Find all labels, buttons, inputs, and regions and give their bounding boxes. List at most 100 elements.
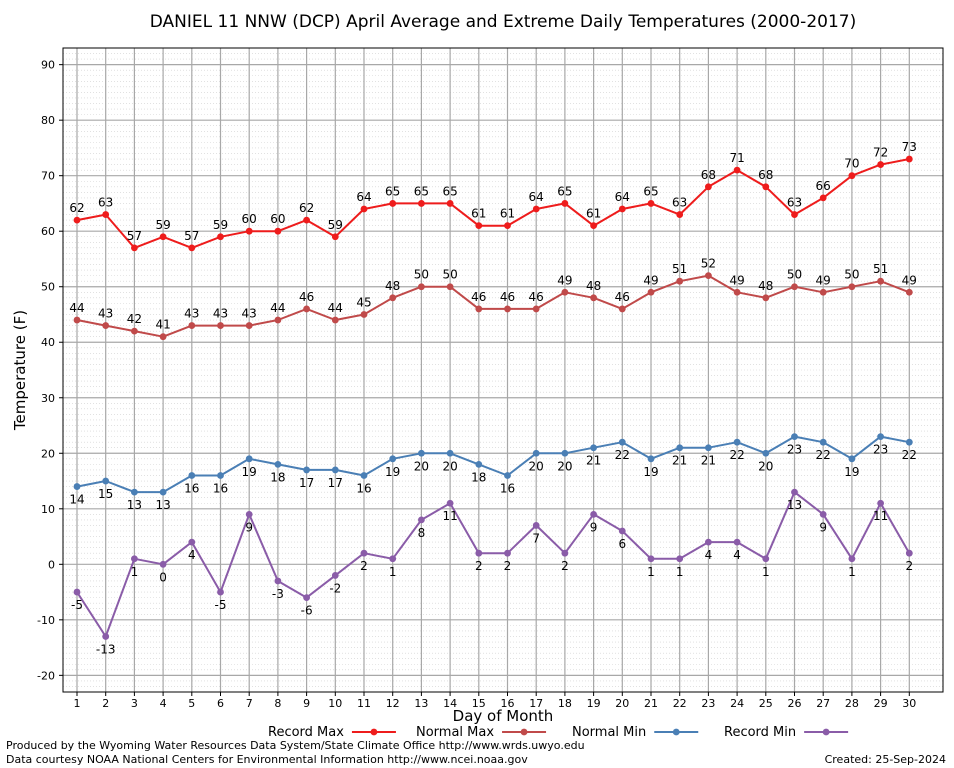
normal-max-point bbox=[848, 283, 856, 291]
y-tick-label: 20 bbox=[41, 447, 55, 460]
record-min-point bbox=[331, 572, 339, 579]
normal-max-data-label: 45 bbox=[356, 295, 371, 309]
record-max-point bbox=[618, 205, 626, 213]
normal-min-point bbox=[561, 449, 569, 457]
normal-max-data-label: 46 bbox=[529, 290, 544, 304]
normal-min-point bbox=[303, 466, 310, 474]
x-tick-label: 19 bbox=[587, 697, 601, 710]
normal-min-data-label: 16 bbox=[213, 481, 228, 495]
record-min-data-label: 1 bbox=[848, 565, 856, 579]
normal-max-data-label: 48 bbox=[758, 279, 773, 293]
record-min-point bbox=[905, 549, 913, 557]
legend-swatch-marker bbox=[520, 728, 528, 736]
normal-max-point bbox=[705, 272, 712, 280]
normal-max-point bbox=[733, 288, 741, 296]
normal-min-data-label: 15 bbox=[98, 487, 113, 501]
record-min-data-label: 4 bbox=[705, 548, 713, 562]
record-max-point bbox=[705, 183, 712, 191]
normal-max-data-label: 48 bbox=[385, 279, 400, 293]
normal-min-point bbox=[188, 472, 196, 479]
x-tick-label: 24 bbox=[730, 697, 744, 710]
record-min-point bbox=[848, 555, 856, 563]
x-tick-label: 15 bbox=[472, 697, 486, 710]
normal-min-point bbox=[446, 449, 454, 457]
normal-min-data-label: 21 bbox=[586, 454, 601, 468]
x-tick-label: 23 bbox=[701, 697, 715, 710]
record-max-data-label: 60 bbox=[270, 212, 285, 226]
y-tick-label: 30 bbox=[41, 392, 55, 405]
record-max-data-label: 64 bbox=[615, 190, 630, 204]
record-max-data-label: 66 bbox=[816, 179, 831, 193]
normal-min-data-label: 20 bbox=[557, 459, 572, 473]
record-min-data-label: 13 bbox=[787, 498, 802, 512]
normal-max-point bbox=[331, 316, 339, 324]
record-min-point bbox=[389, 555, 397, 563]
y-tick-label: -10 bbox=[37, 614, 55, 627]
record-max-point bbox=[647, 200, 655, 207]
y-tick-label: 70 bbox=[41, 170, 55, 183]
record-min-data-label: 2 bbox=[360, 559, 368, 573]
normal-max-point bbox=[504, 305, 511, 313]
legend-label: Record Max bbox=[268, 725, 344, 740]
record-max-data-label: 64 bbox=[529, 190, 544, 204]
record-min-point bbox=[475, 549, 483, 557]
normal-max-point bbox=[819, 288, 827, 296]
record-max-data-label: 68 bbox=[701, 168, 716, 182]
record-max-data-label: 64 bbox=[356, 190, 371, 204]
normal-min-data-label: 19 bbox=[385, 465, 400, 479]
normal-max-data-label: 52 bbox=[701, 257, 716, 271]
record-max-data-label: 62 bbox=[299, 201, 314, 215]
record-max-point bbox=[73, 216, 81, 224]
record-min-point bbox=[532, 522, 540, 529]
normal-max-data-label: 46 bbox=[615, 290, 630, 304]
record-max-data-label: 65 bbox=[557, 184, 572, 198]
normal-max-data-label: 44 bbox=[328, 301, 343, 315]
record-min-point bbox=[676, 555, 684, 563]
normal-min-point bbox=[618, 438, 626, 446]
legend-swatch-marker bbox=[822, 728, 830, 736]
footer-created-date: Created: 25-Sep-2024 bbox=[825, 753, 946, 766]
x-tick-label: 2 bbox=[102, 697, 109, 710]
x-tick-label: 29 bbox=[874, 697, 888, 710]
footer-credit-1: Produced by the Wyoming Water Resources … bbox=[6, 739, 585, 752]
normal-max-point bbox=[303, 305, 310, 313]
legend-item-record-max: Record Max bbox=[268, 725, 396, 740]
normal-max-data-label: 51 bbox=[672, 262, 687, 276]
normal-min-point bbox=[131, 488, 138, 496]
normal-max-point bbox=[877, 277, 884, 285]
record-max-data-label: 57 bbox=[127, 229, 142, 243]
y-tick-label: 60 bbox=[41, 225, 55, 238]
normal-min-data-label: 16 bbox=[184, 481, 199, 495]
normal-max-data-label: 44 bbox=[270, 301, 285, 315]
record-min-data-label: 2 bbox=[475, 559, 483, 573]
x-tick-label: 13 bbox=[414, 697, 428, 710]
record-max-point bbox=[102, 211, 110, 218]
x-tick-label: 6 bbox=[217, 697, 224, 710]
legend: Record Max Normal Max Normal Min Record Min bbox=[268, 725, 849, 740]
normal-max-point bbox=[647, 288, 655, 296]
record-min-data-label: 7 bbox=[532, 531, 540, 545]
record-max-point bbox=[791, 211, 798, 218]
normal-max-point bbox=[561, 288, 569, 296]
normal-max-data-label: 43 bbox=[98, 307, 113, 321]
normal-min-data-label: 18 bbox=[270, 470, 285, 484]
record-max-data-label: 65 bbox=[442, 184, 457, 198]
y-axis-ticks: -20 -10 0 10 20 30 40 50 60 70 80 90 bbox=[37, 59, 63, 682]
record-min-data-label: -6 bbox=[301, 604, 313, 618]
normal-min-data-label: 20 bbox=[414, 459, 429, 473]
record-min-point bbox=[504, 549, 511, 557]
record-max-point bbox=[446, 200, 454, 207]
legend-label: Normal Max bbox=[416, 725, 494, 740]
record-min-point bbox=[274, 577, 282, 585]
x-tick-label: 18 bbox=[558, 697, 572, 710]
normal-min-point bbox=[73, 483, 81, 490]
record-min-point bbox=[618, 527, 626, 535]
normal-min-data-label: 16 bbox=[500, 481, 515, 495]
normal-min-data-label: 22 bbox=[729, 448, 744, 462]
normal-max-point bbox=[360, 311, 368, 318]
record-min-point bbox=[360, 549, 368, 557]
normal-min-point bbox=[159, 488, 167, 496]
record-max-point bbox=[475, 222, 483, 230]
x-tick-label: 3 bbox=[131, 697, 138, 710]
